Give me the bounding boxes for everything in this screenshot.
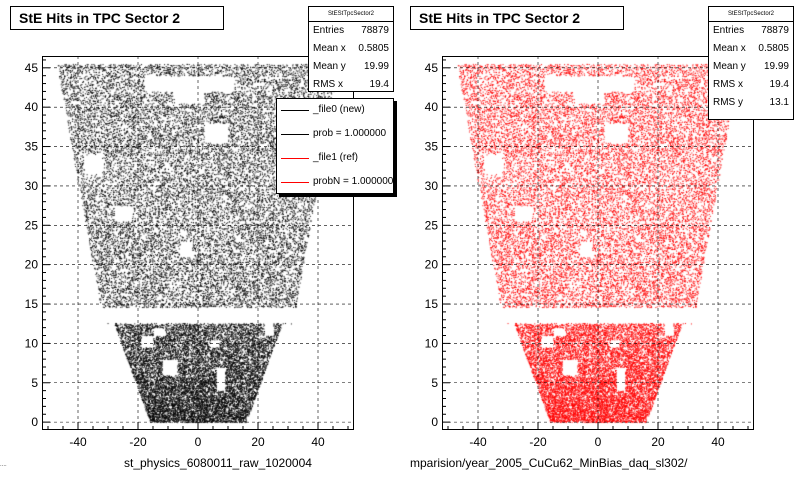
y-tick-label: 40 [25, 100, 39, 114]
left-stats-row: Mean y 19.99 [309, 58, 393, 76]
left-stats-row: Entries 78879 [309, 22, 393, 40]
y-tick-label: 0 [31, 415, 38, 429]
stats-value: 19.4 [369, 79, 389, 90]
right-stats-row: RMS x 19.4 [709, 76, 793, 94]
right-x-axis-label: mparision/year_2005_CuCu62_MinBias_daq_s… [410, 456, 688, 470]
x-tick-label: -40 [469, 435, 487, 449]
y-tick-label: 45 [425, 61, 439, 75]
x-tick-label: 0 [595, 435, 602, 449]
left-plot-title: StE Hits in TPC Sector 2 [10, 6, 224, 30]
legend-label: _file1 (ref) [313, 152, 359, 163]
stats-label: Mean x [313, 43, 346, 54]
right-stats-row: Mean y 19.99 [709, 58, 793, 76]
x-tick-label: 20 [651, 435, 665, 449]
corner-note: .... [0, 462, 7, 468]
stats-value: 19.99 [763, 61, 789, 72]
stats-label: RMS x [313, 79, 343, 90]
y-tick-label: 25 [25, 218, 39, 232]
y-tick-label: 25 [425, 218, 439, 232]
y-tick-label: 20 [25, 258, 39, 272]
left-stats-row: Mean x 0.5805 [309, 40, 393, 58]
left-stats-box: StEStTpcSector2 Entries 78879 Mean x 0.5… [308, 6, 394, 92]
stats-label: Mean y [713, 61, 746, 72]
stats-label: RMS x [713, 79, 743, 90]
y-tick-label: 45 [25, 61, 39, 75]
x-tick-label: -40 [69, 435, 87, 449]
left-legend: _file0 (new) prob = 1.000000 _file1 (ref… [276, 98, 394, 194]
legend-label: _file0 (new) [313, 104, 365, 115]
y-tick-label: 40 [425, 100, 439, 114]
left-stats-row: RMS x 19.4 [309, 76, 393, 94]
stats-label: Entries [313, 25, 345, 36]
right-stats-row: Entries 78879 [709, 22, 793, 40]
stats-label: RMS y [713, 97, 743, 108]
right-stats-row: Mean x 0.5805 [709, 40, 793, 58]
stats-value: 0.5805 [358, 43, 389, 54]
y-tick-label: 10 [425, 336, 439, 350]
right-plot-title: StE Hits in TPC Sector 2 [410, 6, 624, 30]
legend-label: probN = 1.000000 [313, 176, 394, 187]
legend-swatch [281, 182, 309, 183]
x-tick-label: 40 [711, 435, 725, 449]
right-plot-axes: -40 -20 0 20 40 0 5 10 15 20 25 30 35 40 45 [425, 56, 754, 449]
left-stats-title: StEStTpcSector2 [309, 7, 393, 22]
x-tick-label: -20 [529, 435, 547, 449]
stats-label: Mean x [713, 43, 746, 54]
legend-swatch [281, 110, 309, 111]
x-tick-label: 0 [195, 435, 202, 449]
legend-entry: _file1 (ref) [277, 147, 393, 171]
y-tick-label: 5 [31, 376, 38, 390]
y-tick-label: 15 [25, 297, 39, 311]
x-tick-label: 40 [311, 435, 325, 449]
legend-entry: prob = 1.000000 [277, 123, 393, 147]
y-tick-label: 10 [25, 336, 39, 350]
right-plot-panel: -40 -20 0 20 40 0 5 10 15 20 25 30 35 40 45 StE Hits i… [400, 0, 800, 480]
right-stats-box: StEStTpcSector2 Entries 78879 Mean x 0.5… [708, 6, 794, 120]
y-tick-label: 30 [425, 179, 439, 193]
legend-label: prob = 1.000000 [313, 128, 387, 139]
y-tick-label: 35 [25, 140, 39, 154]
stats-label: Entries [713, 25, 745, 36]
left-plot-panel: -40 -20 0 20 40 0 5 10 15 20 25 30 35 40 45 StE Hits i… [10, 6, 394, 470]
right-stats-row: RMS y 13.1 [709, 94, 793, 112]
legend-entry: probN = 1.000000 [277, 171, 394, 193]
x-tick-label: 20 [251, 435, 265, 449]
stats-value: 19.99 [363, 61, 389, 72]
legend-entry: _file0 (new) [277, 99, 393, 123]
right-stats-title: StEStTpcSector2 [709, 7, 793, 22]
legend-swatch [281, 134, 309, 135]
y-tick-label: 20 [425, 258, 439, 272]
stats-value: 78879 [361, 25, 389, 36]
y-tick-label: 0 [431, 415, 438, 429]
y-tick-label: 5 [431, 376, 438, 390]
x-tick-label: -20 [129, 435, 147, 449]
stats-value: 0.5805 [758, 43, 789, 54]
stats-label: Mean y [313, 61, 346, 72]
y-tick-label: 35 [425, 140, 439, 154]
left-x-axis-label: st_physics_6080011_raw_1020004 [124, 456, 312, 470]
y-tick-label: 15 [425, 297, 439, 311]
stats-value: 13.1 [769, 97, 789, 108]
legend-swatch [281, 158, 309, 159]
stats-value: 19.4 [769, 79, 789, 90]
y-tick-label: 30 [25, 179, 39, 193]
stats-value: 78879 [761, 25, 789, 36]
